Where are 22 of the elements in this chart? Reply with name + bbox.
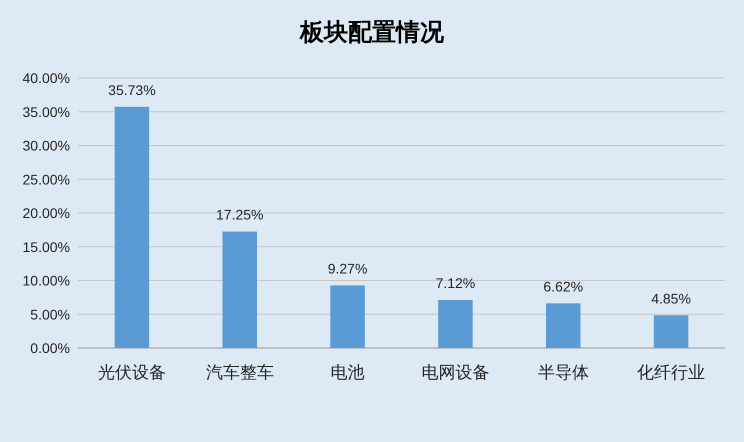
ytick: 25.00%	[22, 171, 70, 188]
title: 板块配置情况	[300, 19, 444, 46]
ytick: 40.00%	[22, 70, 70, 86]
ytick: 10.00%	[22, 272, 70, 288]
data-label: 6.62%	[543, 278, 584, 294]
ytick: 30.00%	[22, 138, 70, 154]
xtick: 电池	[330, 363, 365, 382]
xtick: 光伏设备	[98, 363, 166, 382]
data-label: 17.25%	[216, 206, 264, 223]
data-label: 7.12%	[436, 274, 476, 291]
xtick: 电网设备	[421, 363, 490, 382]
ytick: 35.00%	[22, 104, 70, 120]
ytick: 5.00%	[30, 306, 70, 322]
ytick: 15.00%	[22, 238, 70, 255]
xtick: 半导体	[538, 363, 589, 382]
ytick: 20.00%	[22, 205, 70, 221]
xtick: 汽车整车	[206, 363, 274, 382]
xtick: 化纤行业	[637, 363, 706, 382]
data-label: 4.85%	[651, 290, 691, 306]
ytick: 0.00%	[30, 340, 70, 356]
data-label: 9.27%	[328, 260, 368, 276]
data-label: 35.73%	[108, 82, 156, 98]
